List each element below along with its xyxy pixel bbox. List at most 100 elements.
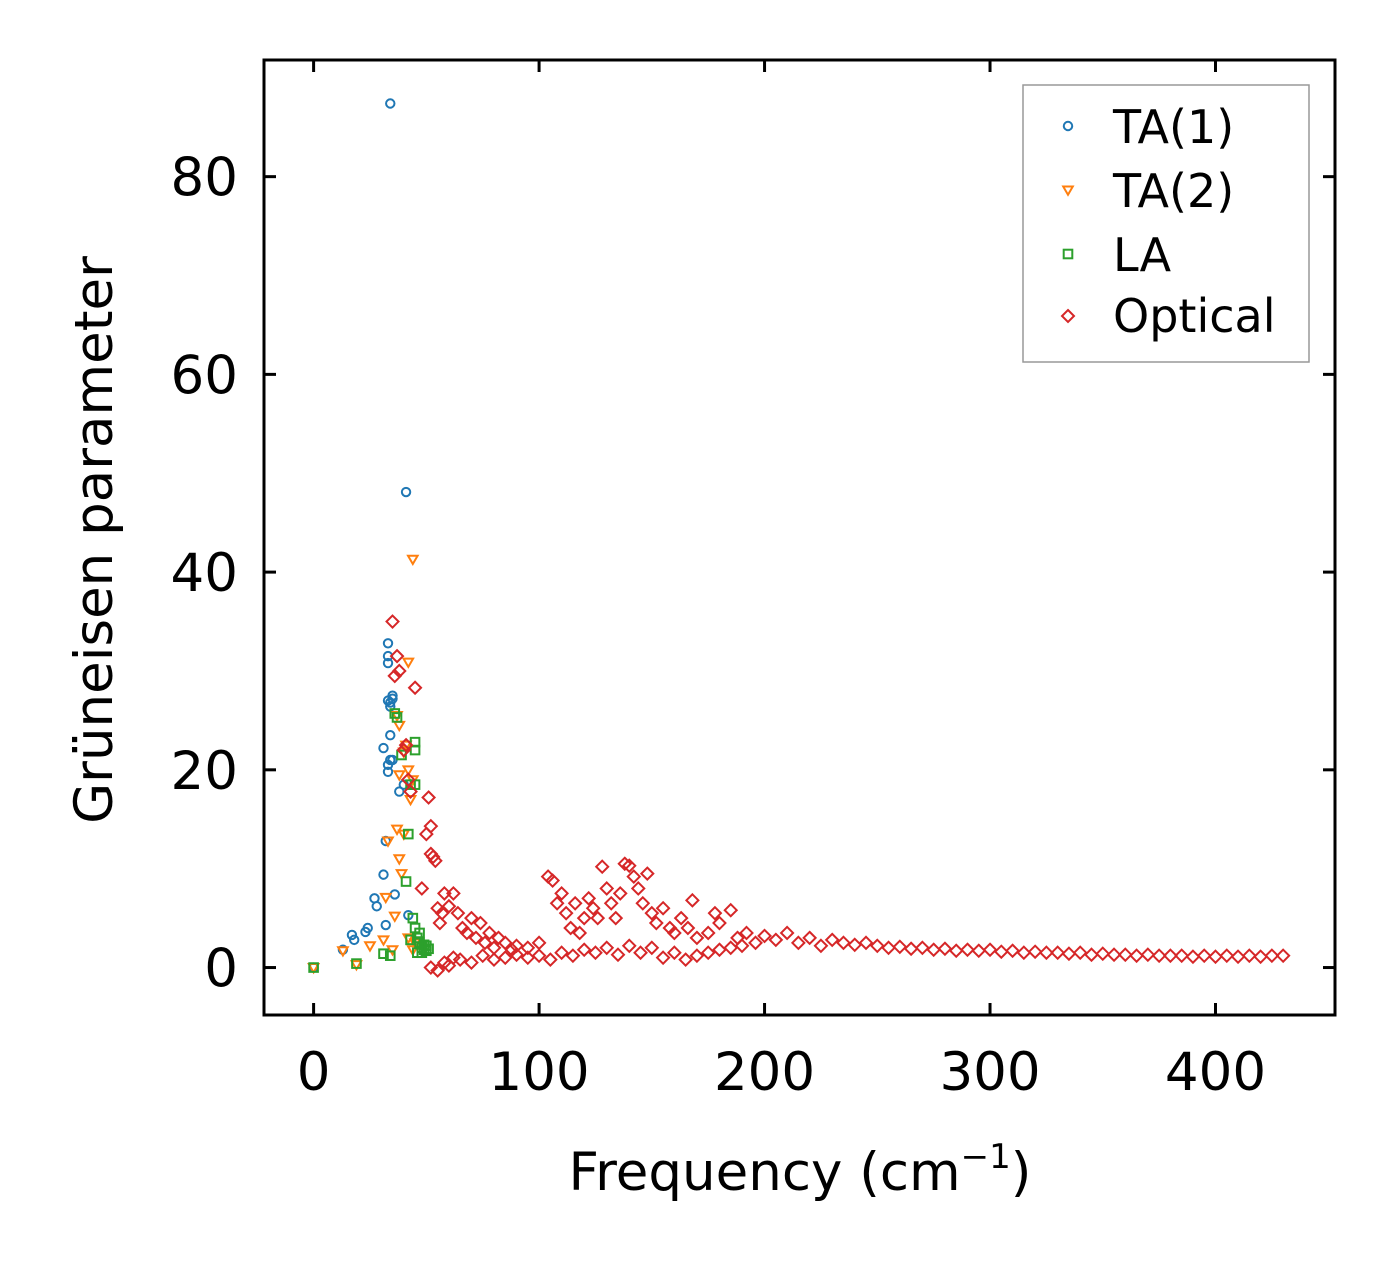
data-point (626, 869, 642, 885)
data-point (707, 905, 723, 921)
data-point (389, 648, 405, 664)
data-point (948, 943, 964, 959)
data-point (427, 853, 443, 869)
y-tick-label: 80 (171, 148, 238, 209)
data-point (392, 854, 406, 866)
data-point (434, 905, 450, 921)
data-point (644, 940, 660, 956)
data-point (712, 915, 727, 931)
data-point (387, 690, 398, 701)
data-point (349, 960, 363, 972)
data-point (734, 938, 750, 954)
data-point (404, 794, 418, 807)
data-point (655, 900, 671, 916)
legend-markers (1060, 120, 1076, 324)
data-point (1050, 945, 1066, 961)
data-point (391, 663, 407, 679)
data-point (723, 902, 739, 918)
data-point (384, 950, 396, 961)
data-point (960, 942, 975, 958)
data-point (378, 948, 389, 960)
data-point (398, 737, 414, 753)
data-point (382, 657, 394, 669)
data-point (612, 885, 628, 901)
data-point (545, 873, 561, 888)
data-point (680, 920, 696, 936)
y-tick-label: 40 (171, 543, 238, 604)
data-point (405, 934, 416, 946)
data-point (869, 938, 885, 954)
data-point (1174, 948, 1190, 964)
series-ta2 (307, 554, 422, 975)
legend-marker (1061, 185, 1075, 197)
data-point (594, 859, 610, 875)
data-point (813, 938, 829, 954)
data-point (748, 935, 763, 951)
data-point (689, 948, 705, 964)
data-point (542, 952, 558, 968)
data-point (858, 935, 874, 951)
data-point (401, 765, 415, 777)
data-point (700, 925, 716, 941)
data-point (768, 932, 784, 948)
data-point (509, 938, 524, 954)
data-point (362, 922, 373, 934)
data-point (847, 937, 863, 953)
data-point (382, 766, 394, 778)
data-point (400, 486, 412, 498)
x-axis-label: Frequency (cm−1) (569, 1137, 1032, 1203)
data-point (450, 905, 466, 921)
data-point (1208, 949, 1223, 965)
data-point (666, 945, 682, 961)
data-point (531, 948, 547, 964)
data-point (617, 856, 633, 872)
data-point (684, 892, 700, 908)
series-la (308, 708, 434, 973)
data-point (1038, 945, 1054, 961)
y-axis-label: Grüneisen parameter (64, 256, 125, 824)
data-point (351, 958, 362, 969)
data-point (678, 952, 694, 968)
data-point (388, 911, 402, 923)
legend-label-ta1: TA(1) (1112, 100, 1234, 154)
data-points (307, 98, 1291, 978)
data-point (1084, 947, 1099, 963)
legend-marker (1060, 308, 1076, 324)
data-point (1072, 945, 1088, 961)
data-point (549, 895, 565, 911)
data-point (477, 935, 493, 951)
data-point (425, 849, 441, 865)
data-point (1253, 949, 1269, 965)
data-point (1016, 945, 1032, 961)
x-axis-label-main: Frequency (cm (569, 1142, 961, 1203)
data-point (391, 712, 403, 723)
data-point (779, 925, 795, 941)
data-point (757, 928, 772, 944)
data-point (423, 960, 439, 975)
data-point (459, 925, 475, 941)
legend-label-la: LA (1113, 228, 1172, 282)
data-point (452, 952, 468, 968)
data-point (387, 668, 403, 684)
data-point (1106, 947, 1122, 963)
data-point (563, 920, 579, 936)
data-point (423, 818, 439, 834)
data-point (1185, 949, 1201, 965)
data-point (464, 955, 479, 971)
data-point (836, 935, 851, 951)
data-point (567, 895, 583, 911)
data-point (1095, 946, 1111, 962)
data-point (395, 869, 409, 881)
legend-marker (1062, 248, 1074, 260)
legend-label-ta2: TA(2) (1112, 164, 1234, 218)
data-point (892, 939, 908, 955)
data-point (400, 876, 412, 887)
data-point (406, 554, 420, 567)
data-point (1196, 948, 1212, 964)
data-point (655, 950, 671, 966)
data-point (585, 900, 601, 916)
data-point (403, 784, 418, 799)
data-point (712, 942, 727, 958)
data-point (482, 925, 497, 941)
data-point (739, 925, 754, 941)
